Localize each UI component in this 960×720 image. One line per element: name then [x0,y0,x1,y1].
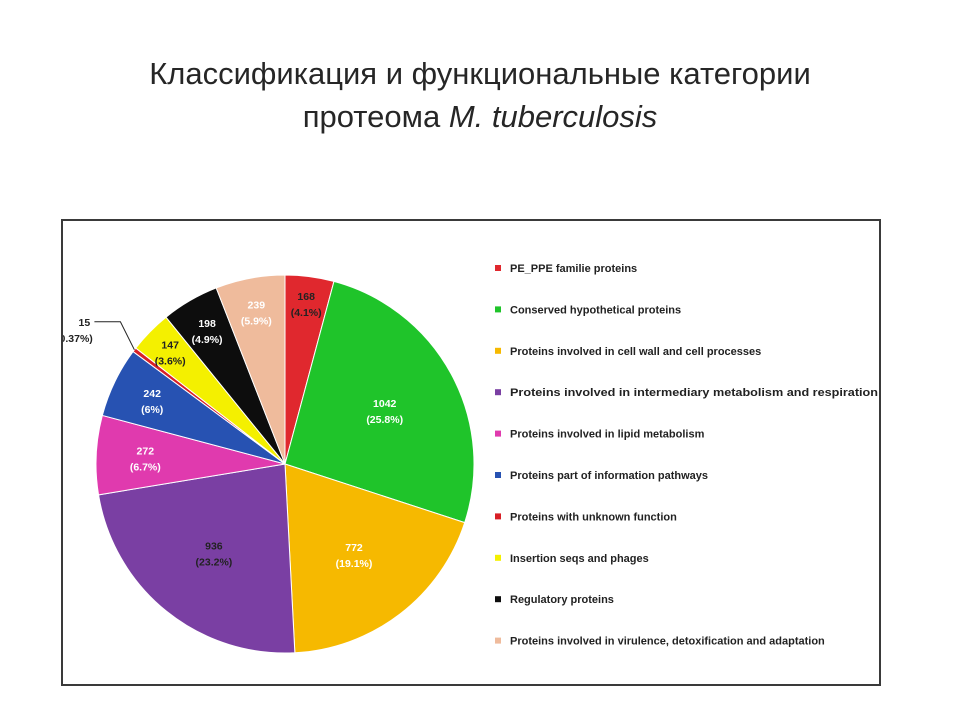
slice-value-label: 936 [205,540,223,552]
slide-title: Классификация и функциональные категории… [60,52,900,138]
slice-value-label: 198 [198,318,216,330]
slice-value-label: 772 [345,542,363,554]
legend-swatch [495,265,501,271]
legend-label: Proteins part of information pathways [510,470,708,482]
legend-swatch [495,554,501,561]
title-line-1: Классификация и функциональные категории [149,56,811,91]
slice-percent-label: (23.2%) [196,556,233,568]
slice-value-label: 1042 [373,398,397,410]
slice-percent-label: (4.1%) [291,307,322,319]
legend-swatch [495,637,501,644]
pie-data-labels: 168 (4.1%) 1042 (25.8%) 772 (19.1%) 936 (23.2%)… [63,291,403,570]
slice-percent-label: (5.9%) [241,316,272,328]
legend-label: Insertion seqs and phages [510,553,649,565]
pie-slice [97,463,296,654]
legend-swatch [495,472,501,478]
title-line-2-species: M. tuberculosis [448,99,658,134]
legend-label: Proteins involved in cell wall and cell … [510,346,761,358]
legend-label: Regulatory proteins [510,594,614,606]
legend-swatch [495,596,501,603]
slice-percent-label: (6%) [141,404,163,416]
legend-item: Conserved hypothetical proteins [495,304,681,316]
legend-swatch [495,513,501,520]
legend-label: Proteins involved in intermediary metabo… [510,387,878,399]
slice-percent-label: (25.8%) [366,414,403,426]
legend-item: Insertion seqs and phages [495,553,649,565]
legend-label: Proteins involved in virulence, detoxifi… [510,636,825,648]
slice-percent-label: (19.1%) [336,558,373,570]
legend-item: PE_PPE familie proteins [495,263,637,275]
pie-slice [215,274,286,465]
legend-label: Proteins with unknown function [510,511,677,523]
slice-value-label: 168 [297,291,315,303]
leader-line [94,321,135,351]
pie-slices [95,274,475,654]
legend-swatch [495,430,501,437]
slice-value-label: 239 [248,300,266,312]
legend-item: Proteins involved in cell wall and cell … [495,346,761,358]
legend-item: Proteins involved in virulence, detoxifi… [495,636,825,648]
legend-item: Proteins with unknown function [495,511,677,523]
legend-swatch [495,389,501,396]
slice-value-label: 242 [143,388,161,400]
pie-chart: 168 (4.1%) 1042 (25.8%) 772 (19.1%) 936 (23.2%)… [63,263,878,654]
legend-label: PE_PPE familie proteins [510,263,637,275]
slice-value-label: 272 [137,445,155,457]
legend-swatch [495,347,501,354]
legend-item: Proteins involved in lipid metabolism [495,429,705,441]
legend-label: Conserved hypothetical proteins [510,304,681,316]
slice-percent-label: (4.9%) [192,334,223,346]
legend-item: Regulatory proteins [495,594,614,606]
chart-legend: PE_PPE familie proteins Conserved hypothe… [495,263,878,648]
legend-item: Proteins involved in intermediary metabo… [495,387,878,399]
chart-figure: 168 (4.1%) 1042 (25.8%) 772 (19.1%) 936 (23.2%)… [61,219,881,686]
legend-swatch [495,306,501,313]
slice-percent-label: (6.7%) [130,461,161,473]
pie-slice [284,280,475,524]
legend-item: Proteins part of information pathways [495,470,708,482]
slice-percent-label: (0.37%) [63,333,93,345]
slice-percent-label: (3.6%) [155,356,186,368]
slice-value-label: 147 [161,340,179,352]
slice-value-label: 15 [79,317,91,329]
pie-slice [284,463,466,654]
title-line-2: протеома M. tuberculosis [60,95,900,138]
title-line-2-prefix: протеома [302,99,449,134]
legend-label: Proteins involved in lipid metabolism [510,429,705,441]
